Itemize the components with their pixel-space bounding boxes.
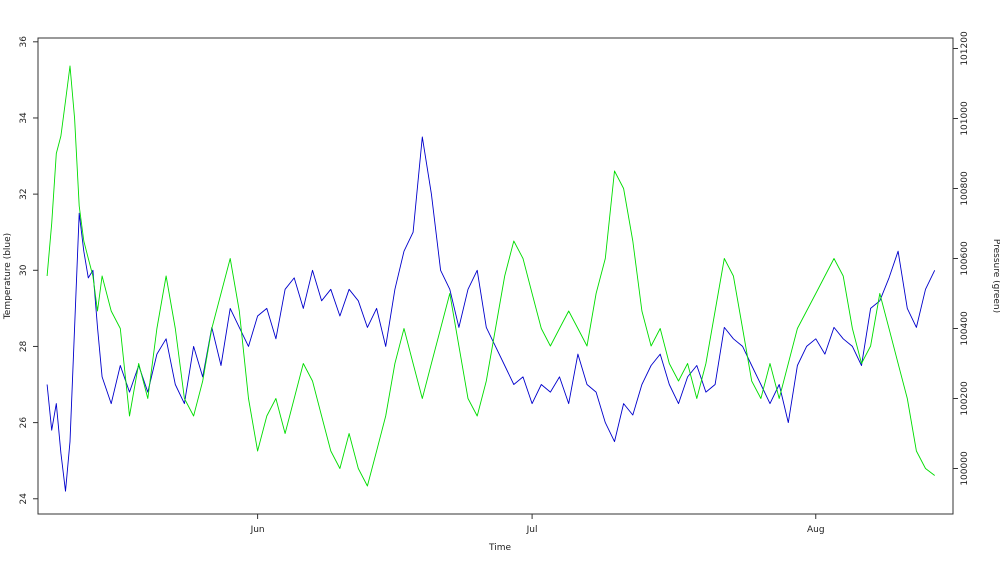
y-tick-label: 32 xyxy=(19,188,29,199)
y2-tick-label: 100600 xyxy=(960,241,970,276)
y-tick-label: 26 xyxy=(19,417,29,429)
y-tick-label: 30 xyxy=(19,264,29,276)
y-tick-label: 34 xyxy=(19,112,29,124)
y2-tick-label: 101000 xyxy=(960,101,970,136)
plot-area xyxy=(37,37,954,515)
y2-tick-label: 101200 xyxy=(960,31,970,66)
x-tick-label: Jun xyxy=(250,525,265,535)
pressure-series-line xyxy=(46,65,935,487)
y-tick-label: 24 xyxy=(19,493,29,505)
x-axis-label: Time xyxy=(488,543,511,553)
y2-tick-label: 100800 xyxy=(960,171,970,206)
y-tick-label: 36 xyxy=(19,36,29,48)
series-layer xyxy=(46,65,936,492)
x-tick-label: Jul xyxy=(526,525,538,535)
y-axis-label: Temperature (blue) xyxy=(3,233,13,320)
left-y-axis: 24 26 28 30 32 34 36 xyxy=(19,36,38,505)
x-axis: Jun Jul Aug xyxy=(250,514,825,535)
y2-axis-label: Pressure (green) xyxy=(991,239,1000,313)
temperature-series-line xyxy=(46,136,936,492)
y2-tick-label: 100400 xyxy=(960,311,970,346)
right-y-axis: 100000 100200 100400 100600 100800 101000 1012… xyxy=(953,31,970,486)
y-tick-label: 28 xyxy=(19,340,29,352)
y2-tick-label: 100200 xyxy=(960,381,970,416)
y2-tick-label: 100000 xyxy=(960,451,970,486)
x-tick-label: Aug xyxy=(807,525,825,535)
